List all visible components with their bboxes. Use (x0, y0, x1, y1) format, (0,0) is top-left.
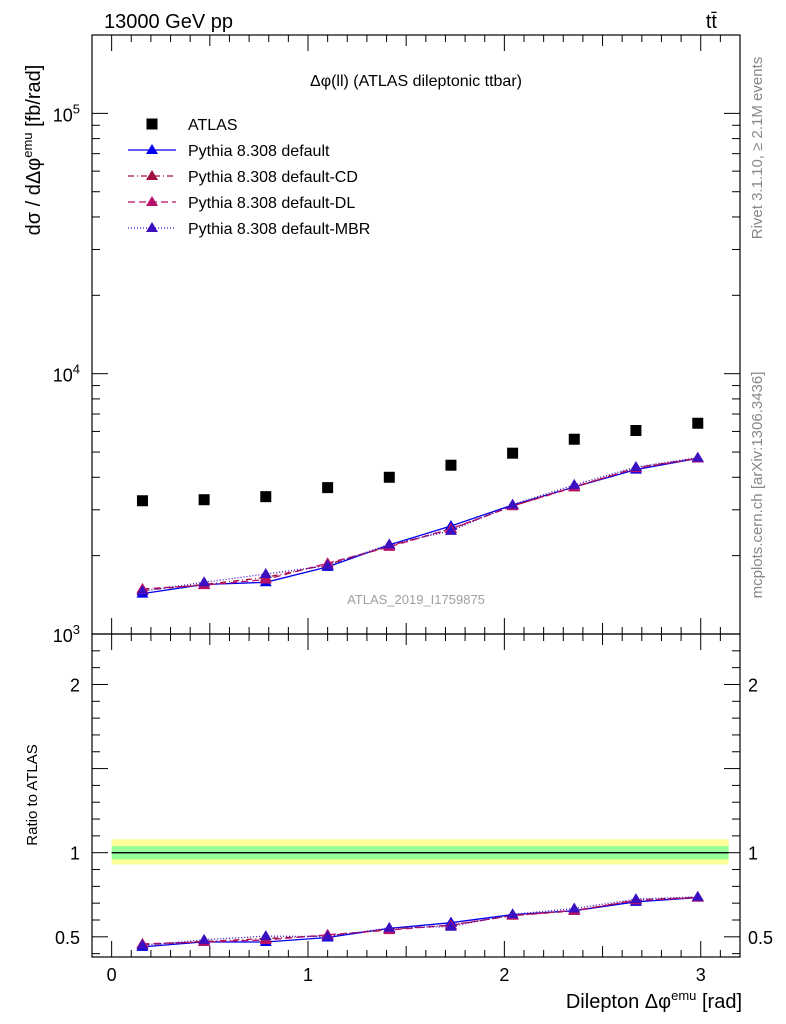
ratio-series-marker-3 (383, 921, 396, 932)
plot-title: Δφ(ll) (ATLAS dileptonic ttbar) (310, 73, 522, 90)
main-series-marker-3 (383, 538, 396, 549)
ratio-y-tick-label-right: 0.5 (748, 928, 773, 948)
main-series-marker-3 (321, 559, 334, 570)
ratio-series-marker-3 (444, 920, 457, 931)
legend-label-0: Pythia 8.308 default (188, 143, 330, 160)
legend-label-1: Pythia 8.308 default-CD (188, 169, 358, 186)
data-point (198, 494, 210, 506)
x-tick-label: 3 (696, 965, 706, 985)
main-y-tick-label: 103 (53, 622, 80, 646)
ratio-series-marker-3 (136, 939, 149, 950)
data-point (568, 433, 580, 445)
data-point (507, 447, 519, 459)
ratio-series-line-2 (142, 896, 698, 945)
ratio-series-line-0 (142, 896, 698, 948)
data-point (322, 482, 334, 494)
main-series-line-1 (142, 457, 698, 592)
ratio-series-marker-3 (198, 933, 211, 944)
main-series-marker-3 (568, 478, 581, 489)
main-series-marker-2 (259, 573, 272, 584)
ratio-y-tick-label: 0.5 (55, 928, 80, 948)
x-tick-label: 2 (499, 965, 509, 985)
main-series-marker-3 (198, 576, 211, 587)
legend-label-3: Pythia 8.308 default-MBR (188, 221, 370, 238)
legend-label-data: ATLAS (188, 117, 238, 134)
ratio-frame (91, 633, 741, 958)
main-series-marker-3 (629, 461, 642, 472)
ratio-y-tick-label-right: 2 (748, 675, 758, 695)
main-series-marker-3 (444, 524, 457, 535)
data-point (692, 417, 704, 429)
header-energy-label: 13000 GeV pp (104, 11, 233, 33)
main-series-marker-3 (506, 498, 519, 509)
legend-marker-0 (146, 144, 158, 154)
main-series-line-0 (142, 457, 698, 595)
ratio-y-tick-label-right: 1 (748, 844, 758, 864)
main-panel: 103 104 105 (53, 34, 741, 646)
x-tick-label: 1 (303, 965, 313, 985)
ratio-series-marker-3 (629, 893, 642, 904)
main-series-line-2 (142, 457, 698, 590)
main-y-axis-label: dσ / dΔφemu [fb/rad] (20, 65, 45, 236)
ratio-series-marker-3 (259, 930, 272, 941)
ratio-y-axis-label: Ratio to ATLAS (24, 744, 41, 845)
legend-label-2: Pythia 8.308 default-DL (188, 195, 355, 212)
main-series-line-3 (142, 456, 698, 592)
legend-marker-1 (146, 170, 158, 180)
legend-marker-3 (146, 222, 158, 232)
main-y-tick-label: 105 (53, 101, 80, 125)
ratio-series-marker-3 (691, 890, 704, 901)
ratio-panel: 0.5 0.5 1 1 2 2 0 1 2 3 (55, 633, 773, 985)
x-axis-label: Dilepton Δφemu [rad] (566, 988, 742, 1013)
legend: ATLAS Pythia 8.308 default Pythia 8.308 de… (128, 117, 370, 238)
ratio-y-tick-label: 2 (70, 675, 80, 695)
main-series-marker-3 (136, 585, 149, 596)
rivet-version-label: Rivet 3.1.10, ≥ 2.1M events (749, 57, 766, 240)
analysis-watermark: ATLAS_2019_I1759875 (347, 592, 485, 607)
ratio-series-line-3 (142, 896, 698, 947)
header-process-label: tt̄ (706, 11, 718, 33)
ratio-series-marker-3 (506, 908, 519, 919)
main-y-tick-label: 104 (53, 362, 80, 386)
main-series-marker-3 (259, 568, 272, 579)
data-point (136, 495, 148, 507)
x-tick-label: 0 (107, 965, 117, 985)
data-point (260, 491, 272, 503)
main-series-marker-3 (691, 451, 704, 462)
data-point (630, 424, 642, 436)
data-point (383, 471, 395, 483)
legend-marker-2 (146, 196, 158, 206)
mcplots-label: mcplots.cern.ch [arXiv:1306.3436] (749, 372, 766, 599)
data-point (445, 459, 457, 471)
ratio-y-tick-label: 1 (70, 844, 80, 864)
ratio-series-marker-3 (321, 930, 334, 941)
legend-marker-data (146, 118, 158, 130)
ratio-series-marker-3 (568, 902, 581, 913)
